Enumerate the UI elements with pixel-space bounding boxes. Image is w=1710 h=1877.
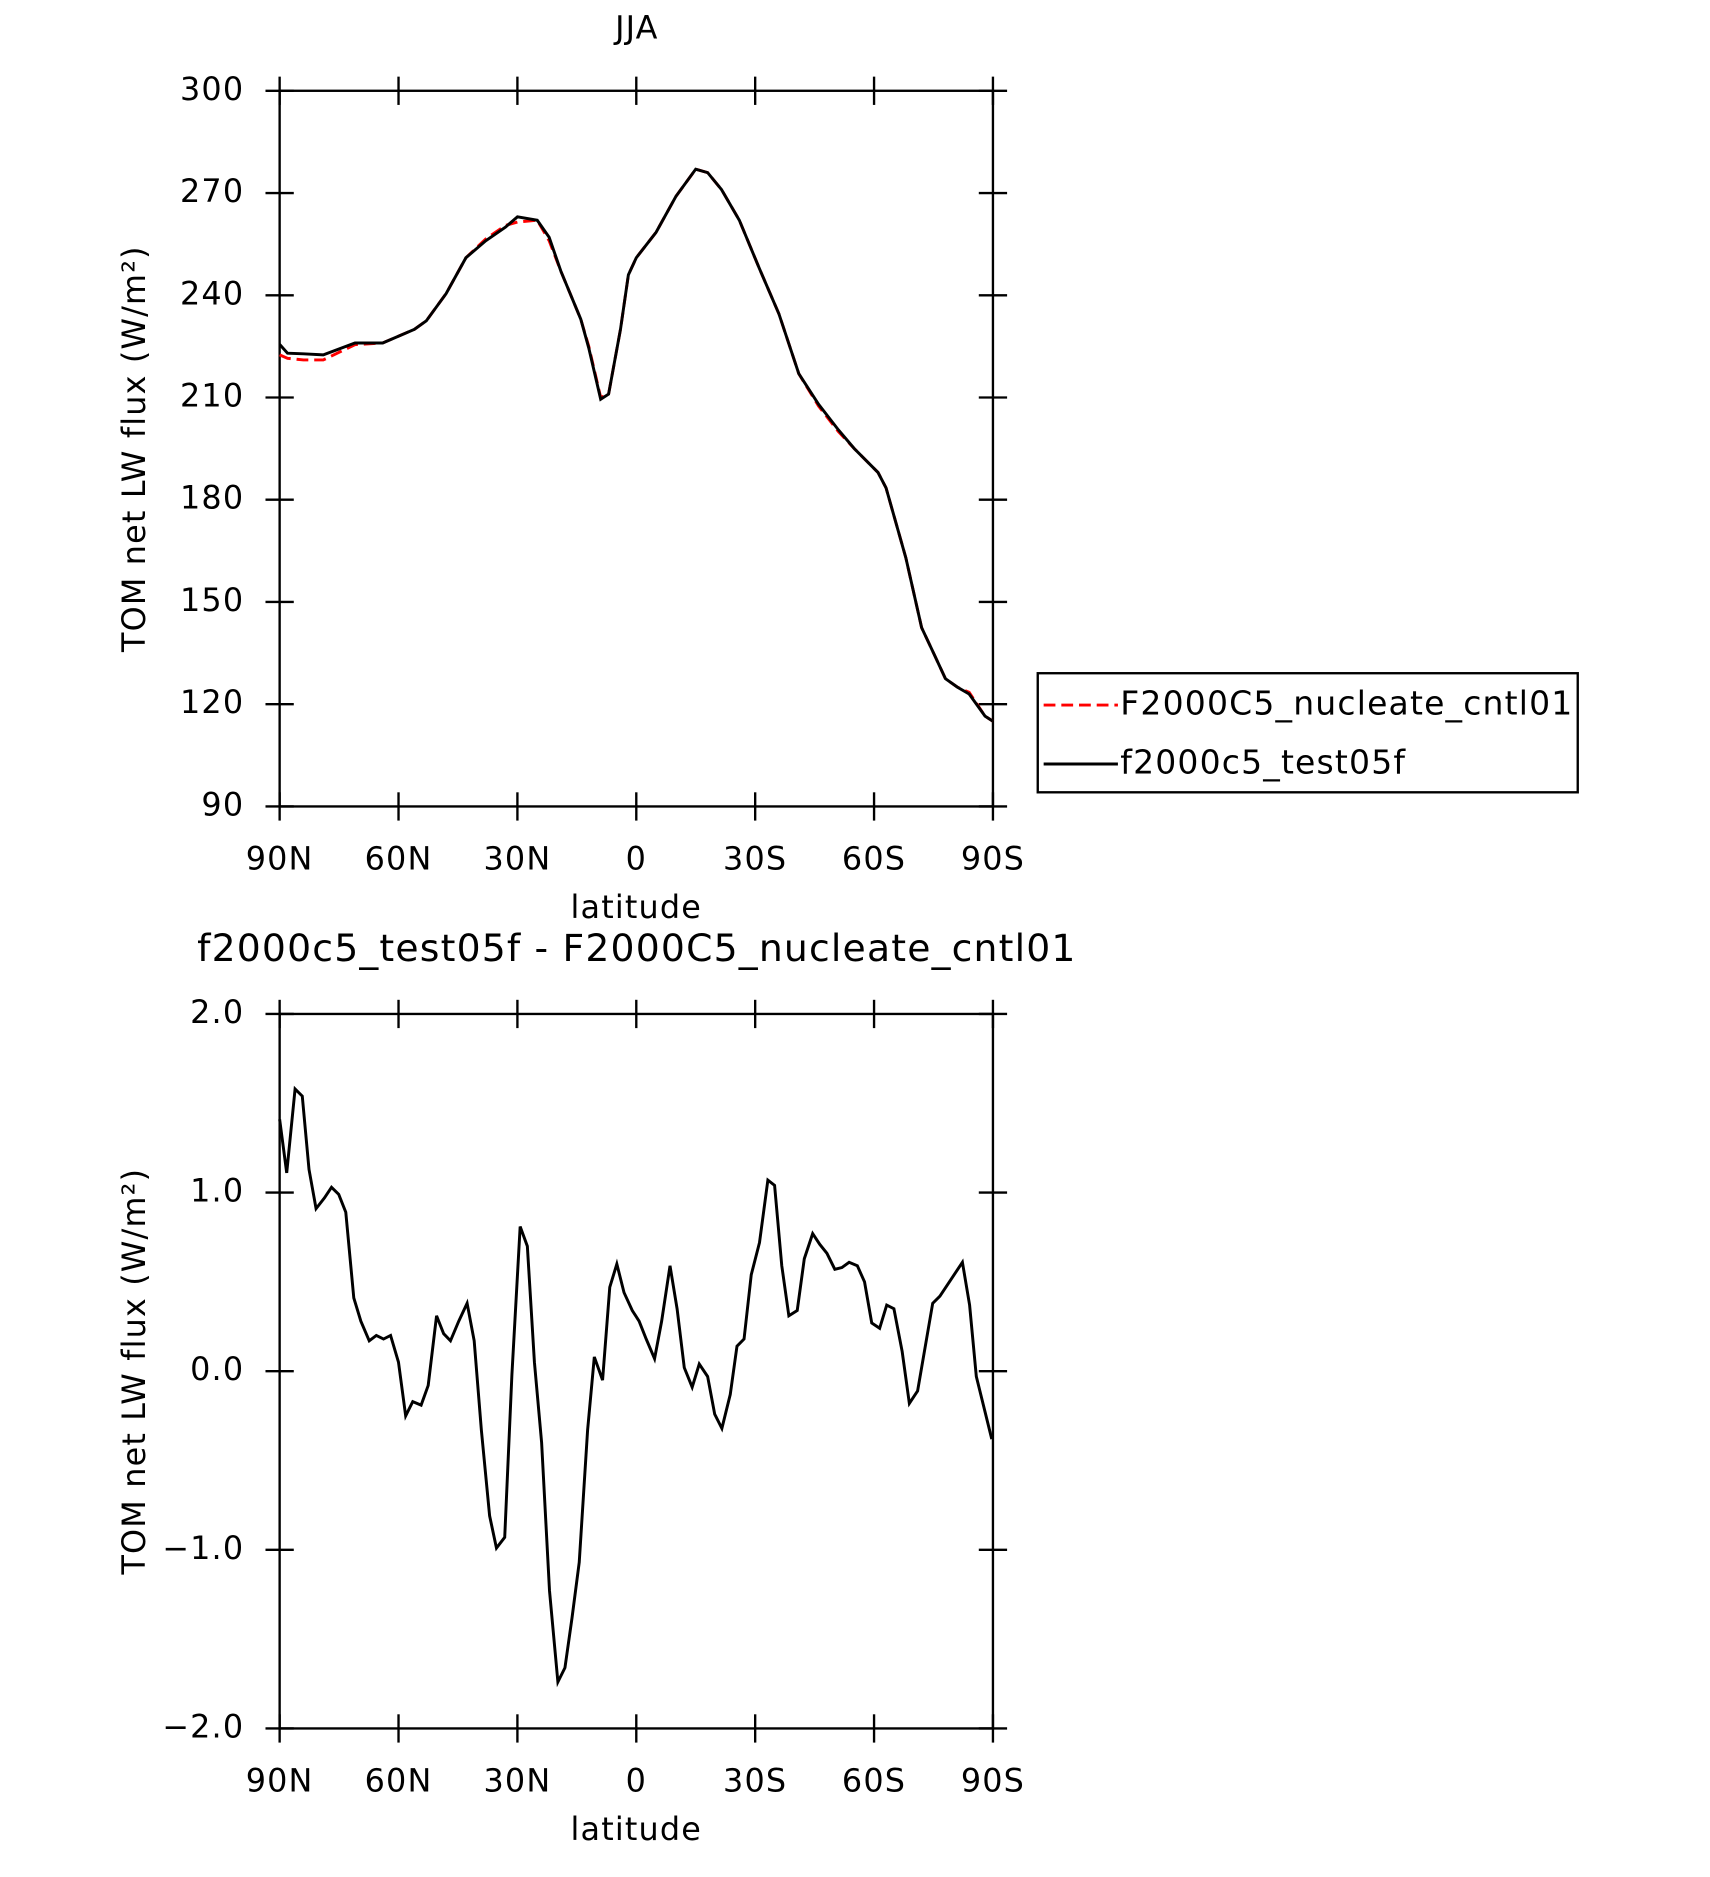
y-tick-label: 240 [180,274,244,312]
y-tick-label: 2.0 [190,993,244,1031]
x-tick-label: 60S [842,1762,906,1800]
y-tick-label: 300 [180,70,244,108]
x-axis-label: latitude [571,1810,703,1848]
y-tick-label: 270 [180,172,244,210]
y-tick-label: 0.0 [190,1350,244,1388]
y-tick-label: 150 [180,581,244,619]
y-tick-label: −2.0 [162,1707,244,1745]
y-tick-label: 90 [201,785,244,823]
legend-box [1036,672,1579,794]
x-tick-label: 90N [246,840,314,878]
x-tick-label: 90N [246,1762,314,1800]
x-tick-label: 0 [626,840,647,878]
x-tick-label: 30S [723,840,787,878]
data-line [278,167,994,723]
x-tick-label: 60N [365,840,433,878]
y-tick-label: 210 [180,376,244,414]
x-tick-label: 90S [961,840,1025,878]
chart-title: f2000c5_test05f - F2000C5_nucleate_cntl0… [197,926,1077,970]
y-tick-label: 180 [180,479,244,517]
data-line [278,1085,994,1688]
x-tick-label: 30N [483,1762,551,1800]
y-tick-label: 120 [180,683,244,721]
x-tick-label: 30S [723,1762,787,1800]
plot-frame [278,1012,995,1730]
y-axis-label: TOM net LW flux (W/m²) [115,1168,153,1576]
plot-frame [278,89,995,808]
x-tick-label: 90S [961,1762,1025,1800]
x-axis-label: latitude [571,888,703,926]
x-tick-label: 60S [842,840,906,878]
y-tick-label: 1.0 [190,1172,244,1210]
y-tick-label: −1.0 [162,1529,244,1567]
legend-label: F2000C5_nucleate_cntl01 [1120,684,1573,723]
y-axis-label: TOM net LW flux (W/m²) [115,245,153,653]
x-tick-label: 60N [365,1762,433,1800]
legend-label: f2000c5_test05f [1120,743,1406,782]
x-tick-label: 30N [483,840,551,878]
x-tick-label: 0 [626,1762,647,1800]
chart-title: JJA [613,8,659,46]
data-line [279,167,994,723]
